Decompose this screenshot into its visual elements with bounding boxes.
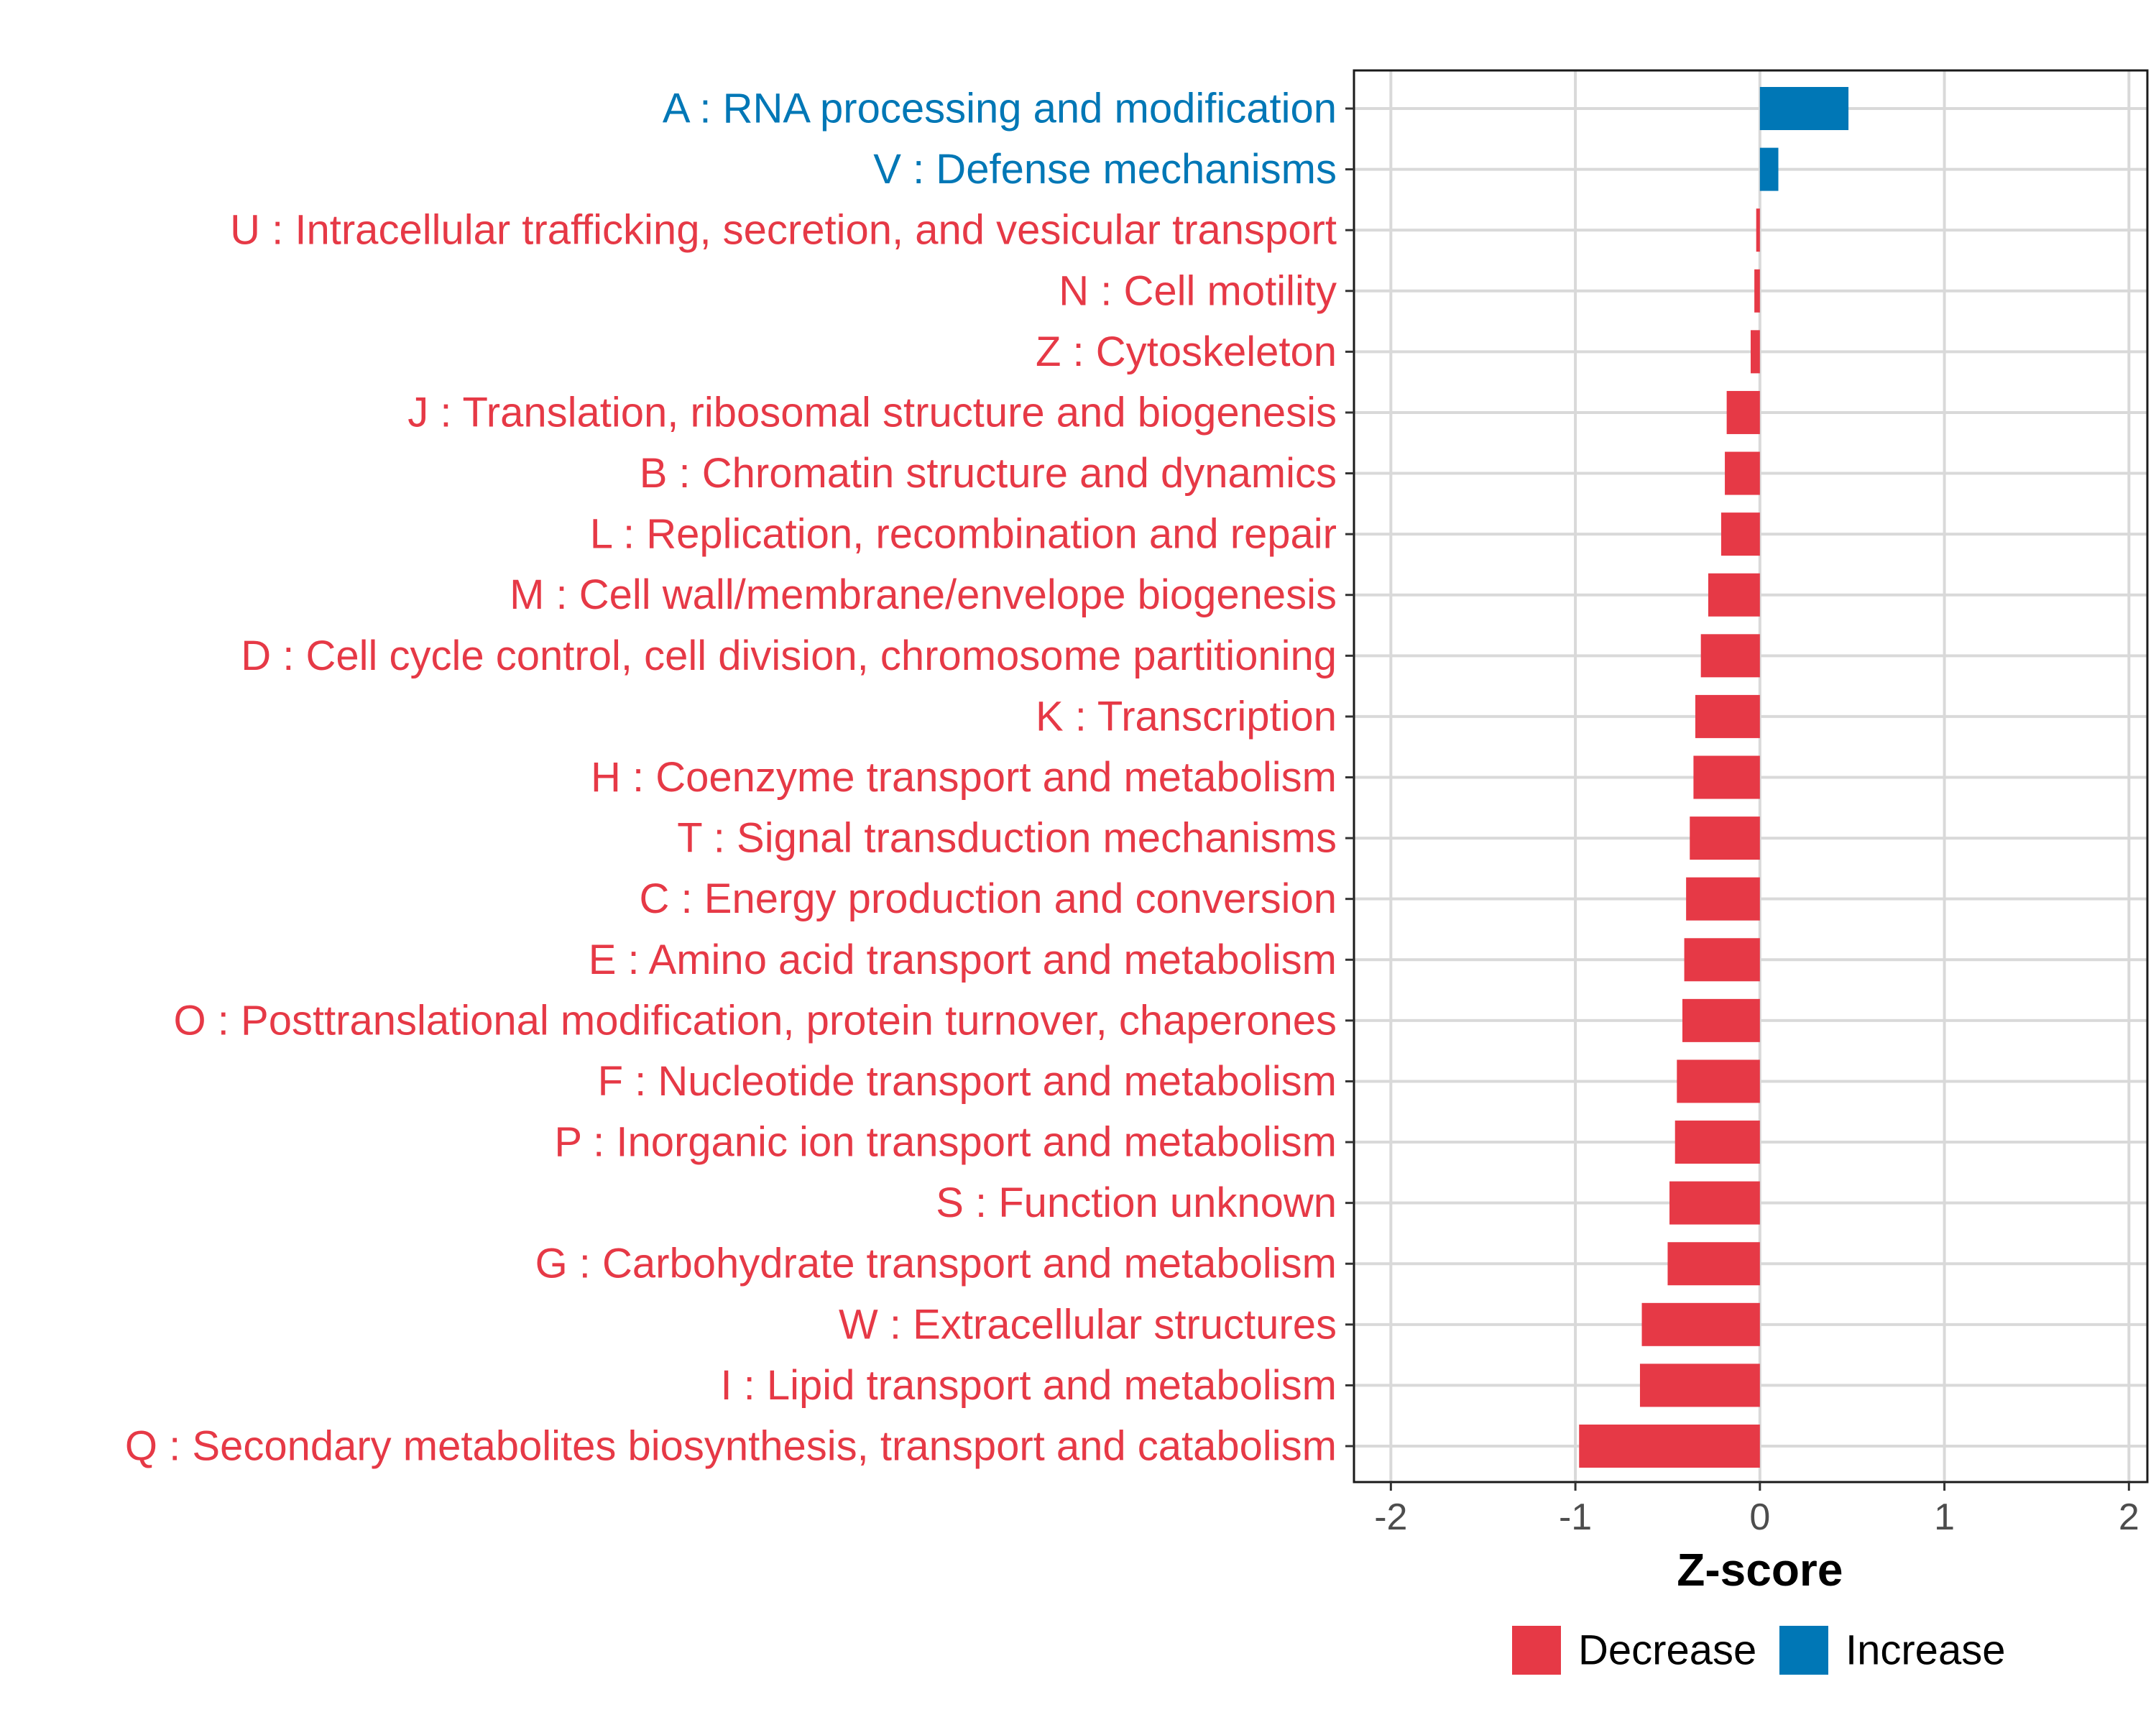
category-label-17: P : Inorganic ion transport and metaboli…: [554, 1119, 1337, 1166]
category-label-22: Q : Secondary metabolites biosynthesis, …: [125, 1423, 1337, 1470]
bar-10: [1695, 694, 1760, 738]
category-label-19: G : Carbohydrate transport and metabolis…: [535, 1241, 1337, 1287]
bar-16: [1677, 1059, 1760, 1103]
category-label-4: Z : Cytoskeleton: [1036, 328, 1337, 375]
legend-swatch-increase: [1779, 1626, 1828, 1675]
bar-5: [1726, 390, 1760, 434]
category-label-8: M : Cell wall/membrane/envelope biogenes…: [510, 571, 1337, 618]
category-label-16: F : Nucleotide transport and metabolism: [598, 1058, 1337, 1105]
bar-13: [1686, 877, 1760, 921]
bar-2: [1756, 208, 1760, 252]
x-tick-label-3: 1: [1934, 1496, 1955, 1538]
category-label-7: L : Replication, recombination and repai…: [590, 511, 1337, 558]
bar-22: [1579, 1425, 1760, 1468]
category-label-0: A : RNA processing and modification: [663, 86, 1337, 132]
legend-label-decrease: Decrease: [1578, 1627, 1756, 1674]
bar-9: [1700, 634, 1760, 678]
legend: Decrease Increase: [1512, 1626, 2005, 1675]
x-tick-label-2: 0: [1749, 1496, 1770, 1538]
category-label-12: T : Signal transduction mechanisms: [677, 815, 1337, 862]
legend-swatch-decrease: [1512, 1626, 1561, 1675]
legend-label-increase: Increase: [1846, 1627, 2005, 1674]
category-label-2: U : Intracellular trafficking, secretion…: [230, 207, 1337, 254]
category-label-9: D : Cell cycle control, cell division, c…: [241, 632, 1337, 679]
x-tick-label-0: -2: [1374, 1496, 1407, 1538]
bar-18: [1669, 1181, 1760, 1225]
x-axis-ticks: -2 -1 0 1 2: [1374, 1482, 2139, 1538]
bar-20: [1641, 1302, 1760, 1346]
category-label-3: N : Cell motility: [1059, 267, 1337, 314]
x-axis-title: Z-score: [1677, 1544, 1843, 1596]
bar-21: [1639, 1363, 1760, 1407]
y-tick-marks: [1345, 107, 1354, 1448]
category-label-10: K : Transcription: [1036, 693, 1337, 740]
category-label-5: J : Translation, ribosomal structure and…: [407, 389, 1337, 436]
bar-1: [1759, 147, 1779, 191]
category-label-15: O : Posttranslational modification, prot…: [174, 997, 1337, 1044]
x-tick-label-1: -1: [1559, 1496, 1592, 1538]
bar-0: [1759, 87, 1849, 130]
bar-15: [1682, 998, 1760, 1042]
category-label-21: I : Lipid transport and metabolism: [720, 1362, 1337, 1409]
bar-4: [1751, 330, 1760, 374]
category-label-6: B : Chromatin structure and dynamics: [640, 450, 1337, 497]
bar-8: [1708, 573, 1760, 617]
category-labels: A : RNA processing and modification V : D…: [125, 86, 1337, 1470]
bar-19: [1667, 1242, 1760, 1286]
bar-6: [1725, 451, 1760, 495]
category-label-14: E : Amino acid transport and metabolism: [589, 937, 1337, 983]
bar-12: [1690, 816, 1760, 860]
bar-7: [1720, 512, 1760, 556]
bar-layer: [1579, 87, 1849, 1468]
category-label-18: S : Function unknown: [936, 1179, 1337, 1226]
bar-17: [1674, 1121, 1760, 1164]
category-label-20: W : Extracellular structures: [839, 1301, 1337, 1348]
category-label-1: V : Defense mechanisms: [873, 146, 1337, 193]
category-label-11: H : Coenzyme transport and metabolism: [591, 754, 1337, 801]
bar-3: [1754, 269, 1760, 313]
bar-11: [1693, 755, 1760, 799]
category-label-13: C : Energy production and conversion: [640, 875, 1337, 922]
bar-14: [1684, 938, 1760, 982]
x-tick-label-4: 2: [2119, 1496, 2139, 1538]
